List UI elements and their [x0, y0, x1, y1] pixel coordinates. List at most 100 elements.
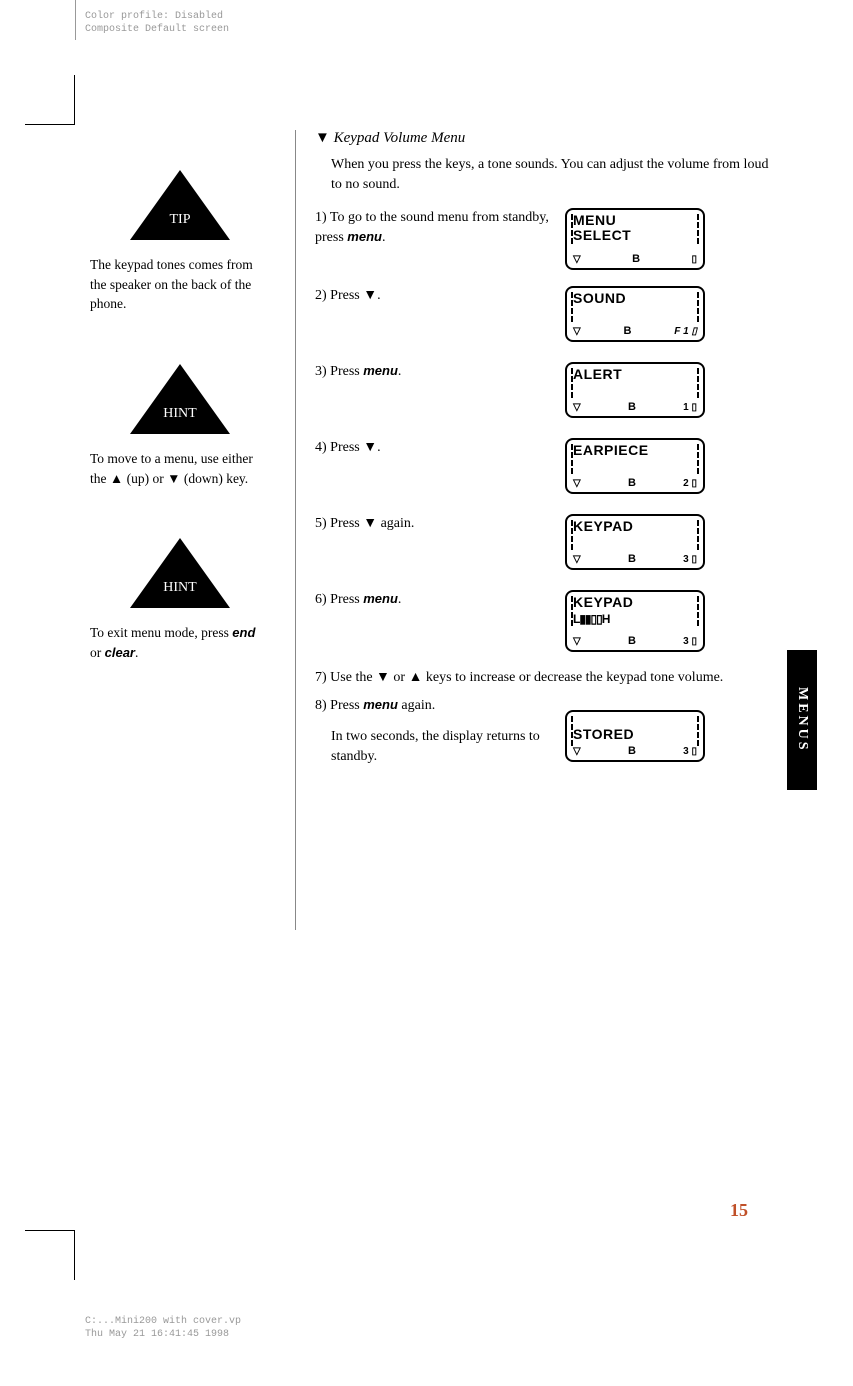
s5-num: 5)	[315, 516, 327, 531]
lcd6-ant: ▽	[573, 636, 581, 647]
lcd1-l1: MENU	[573, 213, 616, 228]
lcd7-mid: B	[628, 745, 636, 757]
lcd4-r: 2 ▯	[683, 478, 697, 489]
step-5-text: 5) Press ▼ again.	[315, 514, 565, 534]
hint1-triangle: HINT	[130, 364, 230, 434]
hint1-block: HINT To move to a menu, use either the ▲…	[90, 364, 270, 488]
lcd-5: KEYPAD ▽ B 3 ▯	[565, 514, 705, 570]
step-3: 3) Press menu. ALERT ▽B1 ▯	[315, 362, 770, 422]
s7-t1: Use the ▼ or ▲ keys to increase or decre…	[330, 670, 723, 685]
header-meta: Color profile: Disabled Composite Defaul…	[85, 10, 229, 36]
section-title: ▼ Keypad Volume Menu	[315, 130, 770, 147]
hint2-k2: clear	[105, 645, 135, 660]
lcd4-l1: EARPIECE	[573, 443, 649, 458]
lcd3-l1: ALERT	[573, 367, 622, 382]
lcd2-ant: ▽	[573, 326, 581, 337]
s2-num: 2)	[315, 288, 327, 303]
hint1-text: To move to a menu, use either the ▲ (up)…	[90, 449, 270, 488]
header-crop-vline	[75, 0, 76, 40]
lcd2-mid: B	[624, 325, 632, 337]
main-column: ▼ Keypad Volume Menu When you press the …	[315, 130, 770, 783]
s6-t2: .	[398, 592, 402, 607]
footer-line2: Thu May 21 16:41:45 1998	[85, 1328, 241, 1341]
s4-t1: Press ▼.	[330, 440, 380, 455]
lcd7-ant: ▽	[573, 746, 581, 757]
lcd2-l1: SOUND	[573, 291, 626, 306]
s3-k: menu	[363, 363, 398, 378]
hint2-k1: end	[232, 625, 255, 640]
footer-line1: C:...Mini200 with cover.vp	[85, 1315, 241, 1328]
s2-t1: Press ▼.	[330, 288, 380, 303]
s8-t1: Press	[330, 698, 363, 713]
s3-num: 3)	[315, 364, 327, 379]
lcd-6: KEYPAD L▮▮▯▯H ▽ B 3 ▯	[565, 590, 705, 652]
step-4: 4) Press ▼. EARPIECE ▽B2 ▯	[315, 438, 770, 498]
lcd-7: STORED ▽ B 3 ▯	[565, 710, 705, 762]
crop-mark-tl	[25, 75, 75, 125]
lcd-2: SOUND ▽BF 1 ▯	[565, 286, 705, 342]
page-number: 15	[730, 1200, 748, 1221]
step-3-text: 3) Press menu.	[315, 362, 565, 382]
lcd-3: ALERT ▽B1 ▯	[565, 362, 705, 418]
s1-num: 1)	[315, 210, 327, 225]
s5-t1: Press ▼ again.	[330, 516, 414, 531]
lcd1-mid: B	[632, 253, 640, 265]
s8-after: In two seconds, the display returns to s…	[315, 727, 555, 766]
lcd6-r: 3 ▯	[683, 636, 697, 647]
step-6: 6) Press menu. KEYPAD L▮▮▯▯H ▽ B 3 ▯	[315, 590, 770, 652]
header-line1: Color profile: Disabled	[85, 10, 229, 23]
hint2-label: HINT	[130, 578, 230, 598]
step-5: 5) Press ▼ again. KEYPAD ▽ B 3 ▯	[315, 514, 770, 574]
intro-text: When you press the keys, a tone sounds. …	[315, 155, 770, 194]
lcd5-l1: KEYPAD	[573, 519, 633, 534]
lcd7-l1: STORED	[573, 727, 634, 742]
title-text: Keypad Volume Menu	[334, 130, 466, 146]
crop-mark-bl	[25, 1230, 75, 1280]
header-line2: Composite Default screen	[85, 23, 229, 36]
lcd6-l1: KEYPAD	[573, 595, 633, 610]
s4-num: 4)	[315, 440, 327, 455]
lcd5-mid: B	[628, 553, 636, 565]
step-1-text: 1) To go to the sound menu from standby,…	[315, 208, 565, 247]
lcd3-mid: B	[628, 401, 636, 413]
hint2-post: .	[135, 645, 138, 660]
lcd5-r: 3 ▯	[683, 554, 697, 565]
title-arrow: ▼	[315, 130, 330, 146]
hint1-label: HINT	[130, 404, 230, 424]
hint2-block: HINT To exit menu mode, press end or cle…	[90, 538, 270, 663]
s8-k: menu	[363, 697, 398, 712]
lcd6-l2: L▮▮▯▯H	[573, 613, 609, 626]
s8-num: 8)	[315, 698, 327, 713]
step-4-text: 4) Press ▼.	[315, 438, 565, 458]
lcd7-r: 3 ▯	[683, 746, 697, 757]
tip-text: The keypad tones comes from the speaker …	[90, 255, 270, 314]
step-6-text: 6) Press menu.	[315, 590, 565, 610]
lcd1-r: ▯	[691, 254, 697, 265]
step-2-text: 2) Press ▼.	[315, 286, 565, 306]
step-2: 2) Press ▼. SOUND ▽BF 1 ▯	[315, 286, 770, 346]
hint2-triangle: HINT	[130, 538, 230, 608]
lcd5-ant: ▽	[573, 554, 581, 565]
step-8: 8) Press menu again. In two seconds, the…	[315, 696, 770, 767]
lcd3-r: 1 ▯	[683, 402, 697, 413]
column-divider	[295, 130, 296, 930]
lcd1-ant: ▽	[573, 254, 581, 265]
s6-k: menu	[363, 591, 398, 606]
tip-triangle: TIP	[130, 170, 230, 240]
step-7: 7) Use the ▼ or ▲ keys to increase or de…	[315, 668, 770, 688]
s6-num: 6)	[315, 592, 327, 607]
step-1: 1) To go to the sound menu from standby,…	[315, 208, 770, 270]
menus-tab: MENUS	[787, 650, 817, 790]
s8-t2: again.	[398, 698, 435, 713]
hint2-pre: To exit menu mode, press	[90, 625, 232, 640]
s3-t2: .	[398, 364, 402, 379]
sidebar: TIP The keypad tones comes from the spea…	[90, 170, 270, 693]
lcd6-mid: B	[628, 635, 636, 647]
s7-num: 7)	[315, 670, 327, 685]
s6-t1: Press	[330, 592, 363, 607]
s1-t2: .	[382, 230, 386, 245]
lcd-4: EARPIECE ▽B2 ▯	[565, 438, 705, 494]
s3-t1: Press	[330, 364, 363, 379]
step-7-text: 7) Use the ▼ or ▲ keys to increase or de…	[315, 668, 755, 688]
lcd4-mid: B	[628, 477, 636, 489]
